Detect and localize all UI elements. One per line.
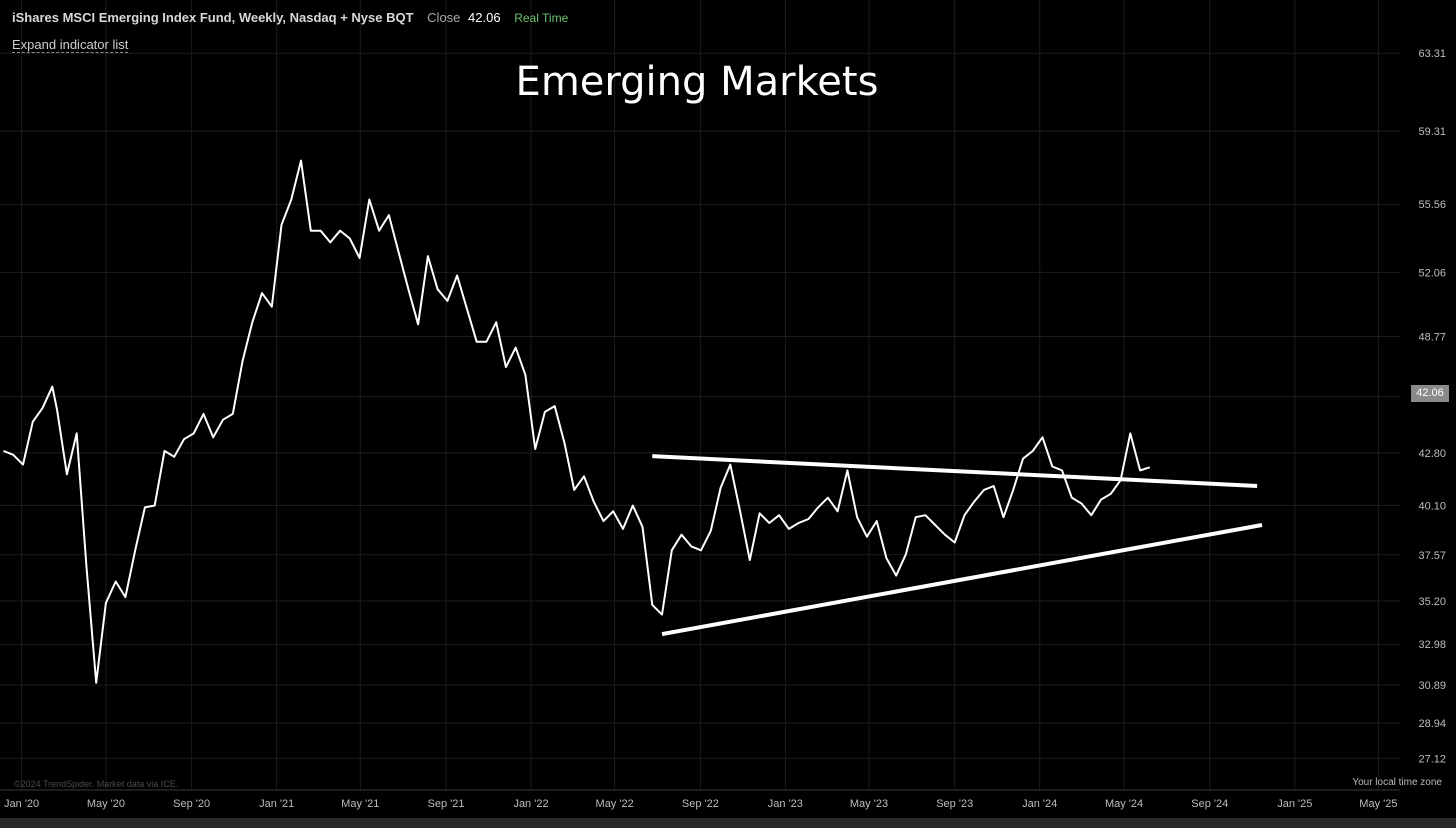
y-tick-label: 55.56 — [1418, 199, 1446, 211]
bottom-bar — [0, 818, 1456, 828]
realtime-badge: Real Time — [514, 11, 569, 25]
y-tick-label: 37.57 — [1418, 550, 1446, 562]
grid-lines — [0, 0, 1400, 791]
x-tick-label: Jan '21 — [259, 798, 294, 810]
copyright-text: ©2024 TrendSpider. Market data via ICE. — [14, 779, 179, 789]
timezone-label[interactable]: Your local time zone — [1352, 777, 1442, 788]
y-tick-label: 48.77 — [1418, 332, 1446, 344]
y-tick-label: 32.98 — [1418, 639, 1446, 651]
x-tick-label: May '22 — [596, 798, 634, 810]
price-line — [3, 159, 1151, 684]
x-tick-label: Sep '24 — [1191, 798, 1228, 810]
x-tick-label: Sep '21 — [428, 798, 465, 810]
x-tick-label: May '25 — [1359, 798, 1397, 810]
x-tick-label: Sep '20 — [173, 798, 210, 810]
lower-support-line[interactable] — [661, 523, 1263, 637]
x-tick-label: Sep '22 — [682, 798, 719, 810]
y-tick-label: 35.20 — [1418, 596, 1446, 608]
x-tick-label: May '21 — [341, 798, 379, 810]
x-tick-label: Jan '23 — [768, 798, 803, 810]
x-axis-labels: Jan '20 May '20 Sep '20 Jan '21 May '21 Sep '… — [4, 798, 1397, 810]
instrument-name: iShares MSCI Emerging Index Fund, Weekly… — [12, 10, 414, 25]
x-tick-label: Jan '24 — [1022, 798, 1057, 810]
last-price-tag: 42.06 — [1411, 385, 1449, 402]
y-tick-label: 28.94 — [1418, 718, 1446, 730]
y-tick-label: 59.31 — [1418, 126, 1446, 138]
x-tick-label: May '20 — [87, 798, 125, 810]
y-tick-label: 27.12 — [1418, 753, 1446, 765]
trendlines[interactable] — [652, 454, 1263, 637]
x-tick-label: Jan '20 — [4, 798, 39, 810]
expand-indicator-list-link[interactable]: Expand indicator list — [12, 37, 129, 53]
series-lines — [3, 159, 1151, 684]
upper-resistance-line[interactable] — [652, 454, 1258, 488]
x-tick-label: Sep '23 — [936, 798, 973, 810]
y-tick-label: 52.06 — [1418, 267, 1446, 279]
y-tick-label: 63.31 — [1418, 48, 1446, 60]
y-tick-label: 40.10 — [1418, 500, 1446, 512]
x-tick-label: Jan '25 — [1277, 798, 1312, 810]
x-tick-label: May '23 — [850, 798, 888, 810]
y-tick-label: 42.80 — [1418, 448, 1446, 460]
close-label: Close — [427, 10, 461, 25]
y-tick-label: 30.89 — [1418, 680, 1446, 692]
y-axis-labels: 63.3159.3155.5652.0648.7745.6942.8040.10… — [1418, 48, 1446, 765]
chart-title: Emerging Markets — [516, 59, 879, 105]
x-tick-label: Jan '22 — [513, 798, 548, 810]
x-tick-label: May '24 — [1105, 798, 1143, 810]
chart-header: iShares MSCI Emerging Index Fund, Weekly… — [12, 10, 568, 25]
close-value: 42.06 — [468, 10, 501, 25]
